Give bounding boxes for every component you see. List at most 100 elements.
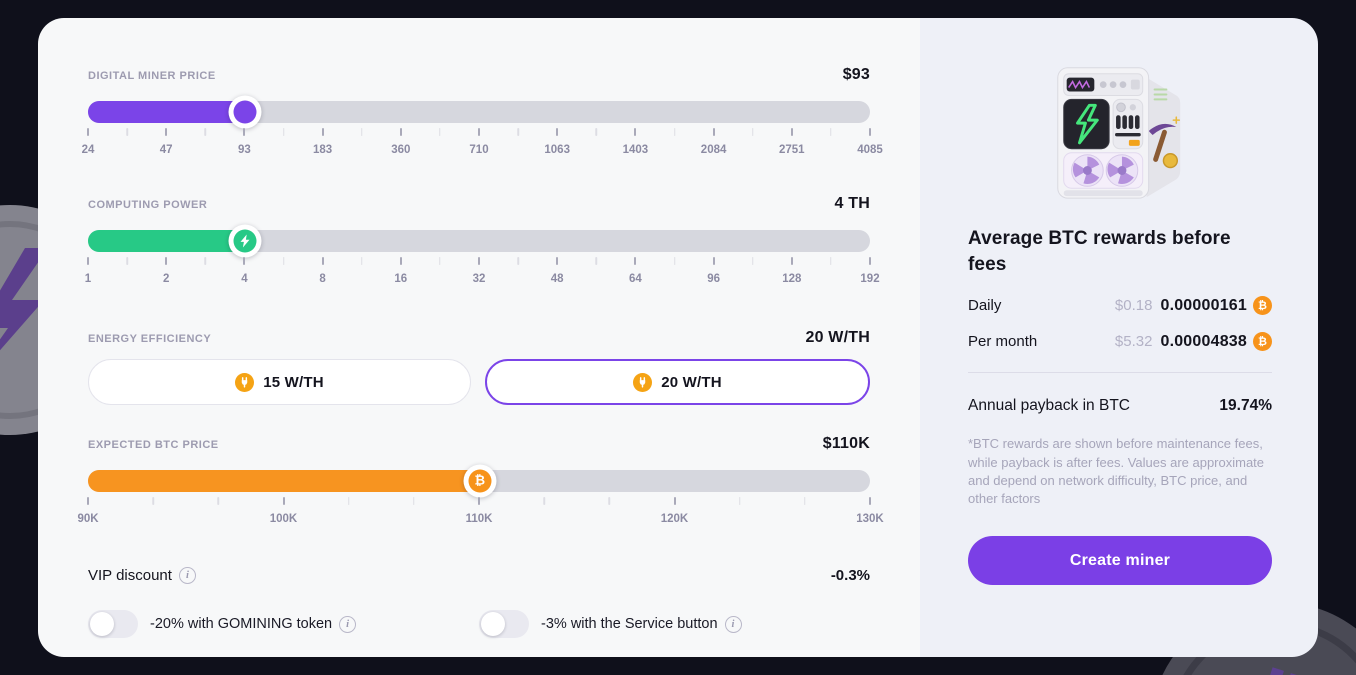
payback-value: 19.74% bbox=[1219, 397, 1272, 415]
computing-power-label: COMPUTING POWER bbox=[88, 199, 208, 211]
miner-price-value: $93 bbox=[842, 66, 870, 83]
create-miner-button[interactable]: Create miner bbox=[968, 536, 1272, 586]
per-month-usd-value: $5.32 bbox=[1114, 333, 1153, 351]
slider-tick bbox=[556, 257, 559, 265]
slider-tick bbox=[399, 128, 402, 136]
energy-option-20wth-button[interactable]: 20 W/TH bbox=[485, 359, 870, 405]
reward-row-daily: Daily $0.18 0.00000161 ₿ bbox=[968, 296, 1272, 316]
miner-price-slider-thumb[interactable] bbox=[228, 95, 262, 129]
reward-row-monthly: Per month $5.32 0.00004838 ₿ bbox=[968, 332, 1272, 352]
computing-power-slider[interactable] bbox=[88, 224, 870, 258]
slider-minor-tick bbox=[595, 128, 598, 136]
service-button-toggle-label-wrap: -3% with the Service button i bbox=[541, 615, 742, 633]
slider-minor-tick bbox=[360, 128, 363, 136]
slider-tick-label: 2084 bbox=[700, 144, 727, 156]
btc-price-slider-block: EXPECTED BTC PRICE $110K ₿ 90K 100K 110K 12… bbox=[77, 435, 883, 537]
computing-power-slider-thumb[interactable] bbox=[228, 224, 262, 258]
slider-tick bbox=[165, 128, 168, 136]
slider-tick bbox=[556, 128, 559, 136]
slider-minor-tick bbox=[543, 497, 545, 505]
slider-tick bbox=[712, 257, 715, 265]
slider-tick bbox=[478, 128, 480, 136]
slider-minor-tick bbox=[126, 257, 128, 265]
slider-tick-label: 2 bbox=[162, 273, 170, 285]
slider-minor-tick bbox=[517, 128, 519, 136]
slider-tick-label: 128 bbox=[782, 273, 802, 285]
slider-tick bbox=[243, 128, 246, 136]
toggle-knob bbox=[481, 612, 505, 636]
slider-tick bbox=[869, 257, 871, 265]
reward-rows: Daily $0.18 0.00000161 ₿ Per month $5.32… bbox=[968, 296, 1272, 352]
slider-minor-tick bbox=[282, 128, 285, 136]
slider-tick-label: 4085 bbox=[857, 144, 883, 156]
slider-tick bbox=[282, 497, 285, 505]
slider-minor-tick bbox=[517, 257, 519, 265]
slider-minor-tick bbox=[830, 128, 832, 136]
slider-tick bbox=[790, 257, 793, 265]
btc-price-slider-thumb[interactable]: ₿ bbox=[463, 464, 497, 498]
miner-price-label: DIGITAL MINER PRICE bbox=[88, 70, 216, 82]
slider-tick-label: 47 bbox=[159, 144, 173, 156]
slider-minor-tick bbox=[673, 128, 676, 136]
btc-price-slider-fill bbox=[88, 470, 480, 492]
slider-tick-label: 110K bbox=[465, 513, 493, 525]
slider-tick bbox=[634, 257, 637, 265]
per-month-btc-value: 0.00004838 bbox=[1160, 332, 1247, 350]
service-button-toggle-group: -3% with the Service button i bbox=[479, 610, 870, 638]
slider-tick-label: 48 bbox=[550, 273, 564, 285]
payback-label: Annual payback in BTC bbox=[968, 397, 1130, 415]
slider-tick-label: 90K bbox=[77, 513, 99, 525]
btc-price-slider[interactable]: ₿ bbox=[88, 464, 870, 498]
bitcoin-icon: ₿ bbox=[1253, 296, 1272, 316]
computing-power-value: 4 TH bbox=[834, 195, 870, 212]
energy-option-15wth-button[interactable]: 15 W/TH bbox=[88, 359, 471, 405]
slider-tick-label: 100K bbox=[269, 513, 298, 525]
slider-tick-label: 16 bbox=[394, 273, 408, 285]
vip-discount-row: VIP discount i -0.3% bbox=[88, 567, 870, 584]
slider-tick bbox=[321, 257, 324, 265]
btc-price-label: EXPECTED BTC PRICE bbox=[88, 439, 219, 451]
slider-tick-label: 183 bbox=[313, 144, 333, 156]
slider-tick bbox=[87, 128, 89, 136]
slider-tick bbox=[869, 128, 871, 136]
summary-title: Average BTC rewards before fees bbox=[968, 228, 1231, 276]
slider-tick bbox=[243, 257, 246, 265]
miner-image bbox=[1057, 67, 1181, 199]
slider-minor-tick bbox=[608, 497, 611, 505]
bitcoin-icon: ₿ bbox=[474, 473, 486, 489]
vip-discount-value: -0.3% bbox=[830, 567, 870, 584]
per-month-label: Per month bbox=[968, 333, 1038, 351]
info-icon[interactable]: i bbox=[178, 567, 196, 584]
slider-tick-label: 360 bbox=[391, 144, 411, 156]
computing-power-ticks: 1 2 4 8 16 32 48 64 96 128 192 bbox=[85, 257, 880, 297]
btc-price-value: $110K bbox=[822, 435, 870, 452]
slider-minor-tick bbox=[126, 128, 128, 136]
slider-tick-label: 130K bbox=[856, 513, 884, 525]
slider-tick-label: 96 bbox=[707, 273, 720, 285]
slider-minor-tick bbox=[217, 497, 220, 505]
gomining-token-toggle[interactable] bbox=[88, 610, 138, 638]
service-button-toggle[interactable] bbox=[479, 610, 529, 638]
slider-minor-tick bbox=[751, 257, 754, 265]
slider-minor-tick bbox=[413, 497, 415, 505]
slider-minor-tick bbox=[673, 257, 676, 265]
slider-tick-label: 8 bbox=[319, 273, 326, 285]
slider-tick-label: 4 bbox=[241, 273, 248, 285]
info-icon[interactable]: i bbox=[724, 615, 742, 633]
miner-price-slider[interactable] bbox=[88, 95, 870, 129]
slider-tick-label: 2751 bbox=[779, 144, 805, 156]
daily-label: Daily bbox=[968, 297, 1002, 315]
calculator-card: DIGITAL MINER PRICE $93 24 47 93 183 360 710 1… bbox=[38, 18, 1318, 657]
slider-minor-tick bbox=[204, 128, 207, 136]
miner-price-slider-fill bbox=[88, 101, 246, 123]
slider-tick bbox=[165, 257, 168, 265]
gomining-token-toggle-group: -20% with GOMINING token i bbox=[88, 610, 479, 638]
bitcoin-icon: ₿ bbox=[1253, 332, 1272, 352]
slider-tick-label: 1403 bbox=[622, 144, 649, 156]
info-icon[interactable]: i bbox=[339, 615, 357, 633]
slider-minor-tick bbox=[282, 257, 285, 265]
slider-minor-tick bbox=[360, 257, 363, 265]
payback-row: Annual payback in BTC 19.74% bbox=[968, 397, 1272, 415]
slider-tick bbox=[321, 128, 324, 136]
